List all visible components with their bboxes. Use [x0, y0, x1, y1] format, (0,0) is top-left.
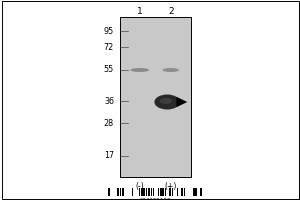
Ellipse shape	[130, 68, 149, 72]
Bar	[172, 188, 173, 196]
Bar	[143, 188, 145, 196]
Bar	[120, 188, 121, 196]
Text: 55: 55	[104, 66, 114, 74]
Text: 95: 95	[104, 26, 114, 36]
Text: (+): (+)	[165, 182, 177, 191]
Bar	[108, 188, 110, 196]
Text: (-): (-)	[135, 182, 144, 191]
Bar	[160, 188, 161, 196]
Bar	[132, 188, 133, 196]
Text: 2: 2	[168, 6, 174, 16]
Ellipse shape	[160, 98, 172, 104]
Text: 28: 28	[104, 118, 114, 128]
Text: 36: 36	[104, 97, 114, 106]
Bar	[193, 188, 195, 196]
Bar	[200, 188, 202, 196]
Bar	[195, 188, 197, 196]
Bar	[184, 188, 185, 196]
Bar	[120, 17, 190, 177]
Ellipse shape	[154, 95, 180, 110]
Bar	[169, 188, 171, 196]
Bar	[165, 188, 166, 196]
Bar	[162, 188, 164, 196]
Text: 17: 17	[104, 152, 114, 160]
Polygon shape	[177, 97, 187, 107]
Bar	[141, 188, 142, 196]
Bar	[146, 188, 147, 196]
Text: 1: 1	[137, 6, 142, 16]
Bar	[139, 188, 140, 196]
Bar	[122, 188, 124, 196]
Bar	[148, 188, 150, 196]
Bar	[181, 188, 183, 196]
Bar	[158, 188, 159, 196]
Text: 104065103: 104065103	[140, 198, 171, 200]
Bar	[176, 188, 178, 196]
Ellipse shape	[163, 68, 179, 72]
Text: 72: 72	[104, 43, 114, 51]
Bar	[153, 188, 154, 196]
Bar	[118, 188, 119, 196]
Bar	[151, 188, 152, 196]
